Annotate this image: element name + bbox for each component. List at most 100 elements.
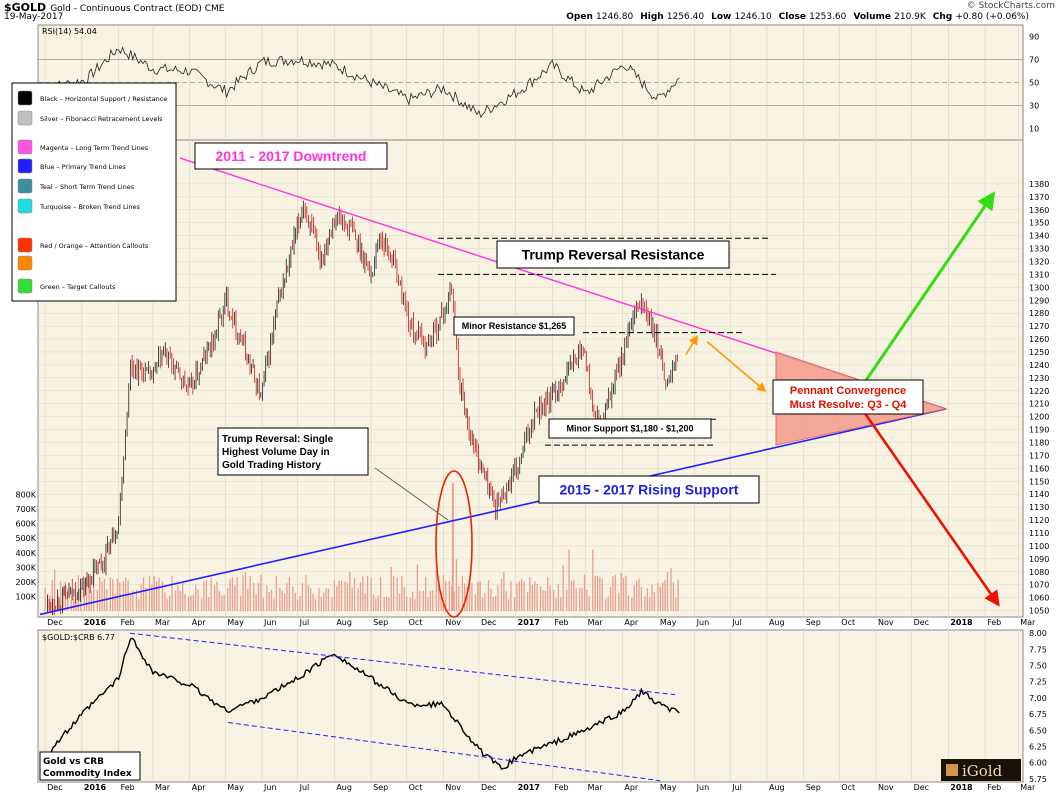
volume-bar [325,588,327,611]
annotation-text: Gold Trading History [222,460,321,471]
volume-bar [464,583,466,611]
price-tick-label: 1200 [1029,413,1049,422]
volume-bar [635,580,638,611]
volume-bar [468,580,471,611]
volume-bar [262,597,264,611]
volume-bar [132,590,134,611]
volume-bar [103,578,106,611]
volume-bar [57,595,59,611]
x-tick-label: May [660,618,677,627]
price-tick-label: 1300 [1029,283,1049,292]
volume-bar [666,571,669,611]
x-tick-label: Jul [731,618,742,627]
volume-bar [106,589,108,611]
x-tick-label: Jul [299,783,310,792]
volume-bar [664,579,666,611]
volume-bar [174,590,177,611]
volume-bar [44,588,46,611]
volume-bar [507,599,510,611]
x-tick-label: Oct [409,783,423,792]
price-tick-label: 1230 [1029,374,1049,383]
volume-bar [331,597,333,611]
volume-bar [424,576,427,611]
volume-bar [229,579,231,611]
volume-bar [177,585,179,611]
legend-swatch [17,198,33,214]
ratio-tick-label: 7.75 [1029,645,1047,654]
volume-bar [672,582,675,611]
volume-bar [161,581,164,611]
x-tick-label: Mar [588,783,604,792]
volume-bar [544,590,547,611]
volume-bar [320,596,322,611]
volume-bar [135,589,138,611]
price-tick-label: 1380 [1029,180,1049,189]
volume-tick-label: 600K [15,520,36,529]
inset-text: Commodity Index [43,769,132,779]
volume-bar [429,590,432,611]
x-tick-label: Dec [47,618,62,627]
volume-tick-label: 300K [15,563,36,572]
volume-bar [240,595,242,611]
volume-bar [392,575,395,611]
volume-bar [127,580,129,611]
volume-bar [190,595,192,611]
annotation-rising_support: 2015 - 2017 Rising Support [538,475,760,504]
volume-bar [609,586,612,611]
volume-bar [88,575,90,611]
volume-bar [416,564,419,611]
x-tick-label: Mar [1020,783,1036,792]
volume-bar [353,577,356,611]
x-tick-label: Dec [481,783,496,792]
volume-bar [51,580,53,611]
volume-bar [70,588,72,611]
x-tick-label: Sep [373,783,388,792]
x-tick-label: Nov [445,618,461,627]
x-tick-label: Dec [914,618,929,627]
volume-bar [534,581,536,611]
volume-bar [477,581,479,611]
volume-bar [67,588,69,611]
rsi-tick-label: 30 [1029,102,1039,111]
volume-bar [390,567,392,611]
volume-bar [516,583,518,611]
volume-bar [171,576,173,611]
ratio-tick-label: 7.00 [1029,694,1047,703]
volume-bar [268,591,270,611]
volume-bar [112,579,114,611]
x-tick-label: Nov [878,783,894,792]
volume-bar [305,575,307,611]
volume-bar [299,596,301,611]
volume-bar [153,576,155,611]
volume-bar [349,571,351,611]
legend-swatch [17,90,33,106]
volume-bar [432,590,434,611]
legend-swatch [17,278,33,294]
chart-date: 19-May-2017 [4,12,64,22]
price-tick-label: 1280 [1029,309,1049,318]
volume-bar [510,581,512,611]
chart-header: $GOLD Gold - Continuous Contract (EOD) CM… [0,0,1063,24]
ratio-inset-label: Gold vs CRB Commodity Index [39,751,141,781]
x-tick-label: Jun [263,783,277,792]
x-tick-label: 2016 [84,783,107,792]
volume-bar [168,595,171,611]
volume-bar [396,577,398,611]
volume-bar [195,584,197,611]
volume-bar [218,591,221,611]
volume-bar [523,581,525,611]
volume-bar [138,598,140,611]
x-tick-label: Dec [914,783,929,792]
annotation-minor_resistance: Minor Resistance $1,265 [453,316,575,336]
volume-bar [205,580,208,611]
volume-bar [253,583,255,611]
annotation-text: Pennant Convergence [790,385,906,397]
volume-bar [151,584,153,611]
volume-bar [490,588,492,611]
price-tick-label: 1060 [1029,594,1049,603]
volume-tick-label: 500K [15,534,36,543]
annotation-minor_support: Minor Support $1,180 - $1,200 [548,418,712,439]
price-tick-label: 1120 [1029,516,1049,525]
price-tick-label: 1050 [1029,607,1049,616]
volume-bar [586,589,588,611]
